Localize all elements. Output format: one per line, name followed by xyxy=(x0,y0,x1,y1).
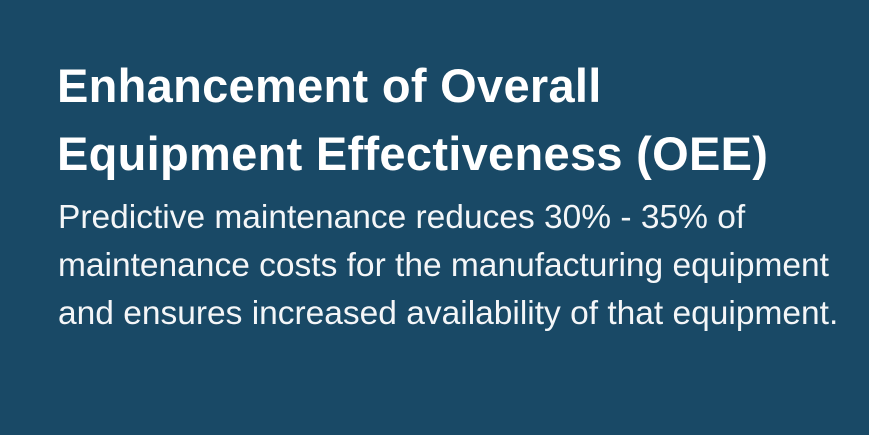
title-line-2: Equipment Effectiveness (OEE) xyxy=(57,127,769,180)
title-line-1: Enhancement of Overall xyxy=(57,59,602,112)
slide-title: Enhancement of Overall Equipment Effectiv… xyxy=(57,52,857,188)
slide-body-text: Predictive maintenance reduces 30% - 35%… xyxy=(58,199,839,332)
